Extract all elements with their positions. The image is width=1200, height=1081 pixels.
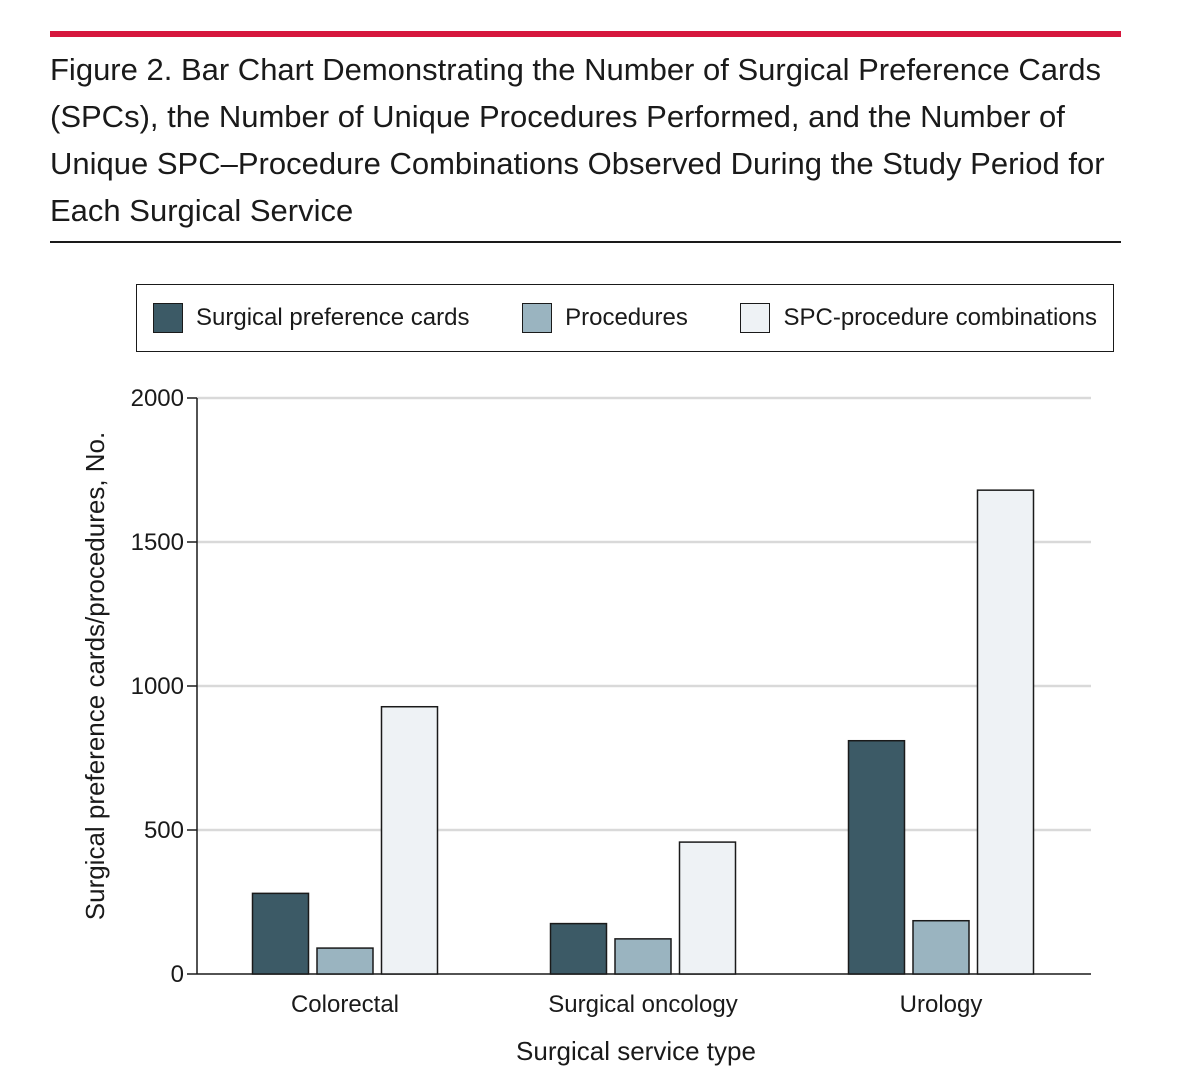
bar-colorectal-surgical-preference-cards [251,892,310,975]
bar-urology-procedures [912,919,970,975]
legend-swatch-surgical-preference-cards [153,303,183,333]
legend-item-surgical-preference-cards: Surgical preference cards [153,303,469,333]
x-tick-label-urology: Urology [900,991,983,1018]
y-axis-label: Surgical preference cards/procedures, No… [80,432,110,920]
bar-surgical-oncology-spc-procedure-combinations [678,841,737,975]
bar-surgical-oncology-surgical-preference-cards [549,922,608,975]
legend-label-surgical-preference-cards: Surgical preference cards [196,304,470,331]
accent-rule [50,31,1121,37]
y-tick-label-500: 500 [144,817,184,844]
bar-colorectal-spc-procedure-combinations [380,705,439,975]
bar-urology-surgical-preference-cards [847,739,906,975]
legend-item-procedures: Procedures [522,303,688,333]
title-divider [50,241,1121,243]
bar-colorectal-procedures [316,947,374,975]
legend-swatch-procedures [522,303,553,333]
y-tick-label-1500: 1500 [131,529,184,556]
legend-swatch-spc-procedure-combinations [740,303,771,333]
legend-label-procedures: Procedures [565,304,688,331]
y-tick-label-2000: 2000 [131,385,184,412]
bar-surgical-oncology-procedures [614,938,672,975]
legend-item-spc-procedure-combinations: SPC-procedure combinations [740,303,1097,333]
figure-title: Figure 2. Bar Chart Demonstrating the Nu… [50,52,1105,228]
chart-legend: Surgical preference cards Procedures SPC… [136,284,1114,352]
x-tick-label-colorectal: Colorectal [291,991,399,1018]
y-tick-label-1000: 1000 [131,673,184,700]
legend-label-spc-procedure-combinations: SPC-procedure combinations [783,304,1097,331]
x-tick-label-surgical-oncology: Surgical oncology [548,991,737,1018]
y-tick-label-0: 0 [171,961,184,988]
x-axis-label: Surgical service type [516,1036,756,1066]
bar-urology-spc-procedure-combinations [976,489,1035,975]
